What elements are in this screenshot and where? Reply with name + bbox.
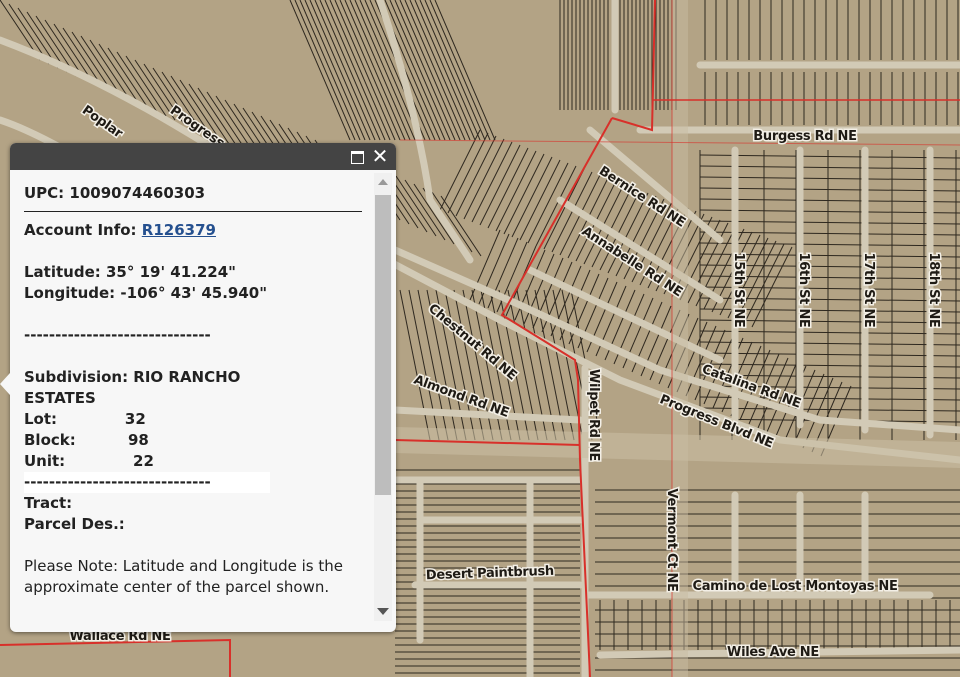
block: Block: 98 (24, 431, 149, 449)
divider (24, 211, 362, 212)
road-label: Camino de Lost Montoyas NE (692, 579, 897, 594)
account-link[interactable]: R126379 (141, 221, 216, 239)
popup-scrollbar[interactable] (374, 173, 392, 621)
road-label: Burgess Rd NE (753, 129, 856, 144)
road-label: Wiles Ave NE (727, 645, 819, 660)
parcel-description: Parcel Des.: (24, 515, 125, 533)
upc-label: UPC: (24, 184, 65, 202)
road-label: Wallace Rd NE (69, 629, 170, 644)
road-label: 15th St NE (731, 253, 746, 328)
longitude: Longitude: -106° 43' 45.940" (24, 284, 268, 302)
maximize-icon[interactable] (348, 147, 366, 165)
unit: Unit: 22 (24, 452, 154, 470)
road-label: Vermont Ct NE (664, 488, 679, 591)
dash-separator-2: ------------------------------ (24, 472, 270, 493)
popup-content: UPC: 1009074460303 Account Info: R126379… (24, 183, 364, 598)
road-label: Desert Paintbrush (426, 564, 555, 583)
popup-pointer (0, 373, 10, 395)
subdivision: Subdivision: RIO RANCHO ESTATES (24, 368, 241, 407)
tract: Tract: (24, 494, 73, 512)
lot: Lot: 32 (24, 410, 146, 428)
scroll-thumb[interactable] (375, 195, 391, 495)
scroll-down-icon[interactable] (377, 608, 389, 615)
road-label: 16th St NE (796, 253, 811, 328)
note: Please Note: Latitude and Longitude is t… (24, 557, 344, 596)
road-label: Wilpet Rd NE (586, 369, 601, 461)
popup-header: ✕ (10, 143, 396, 170)
scroll-up-icon[interactable] (378, 179, 388, 185)
account-row: Account Info: R126379 (24, 220, 364, 241)
account-label: Account Info: (24, 221, 137, 239)
road-label: 18th St NE (926, 253, 941, 328)
latitude: Latitude: 35° 19' 41.224" (24, 263, 236, 281)
upc-row: UPC: 1009074460303 (24, 183, 364, 204)
dash-separator: ------------------------------ (24, 326, 211, 344)
upc-value: 1009074460303 (69, 184, 206, 202)
parcel-info-popup: ✕ UPC: 1009074460303 Account Info: R1263… (10, 143, 396, 632)
road-label: 17th St NE (861, 253, 876, 328)
close-icon[interactable]: ✕ (371, 144, 389, 168)
